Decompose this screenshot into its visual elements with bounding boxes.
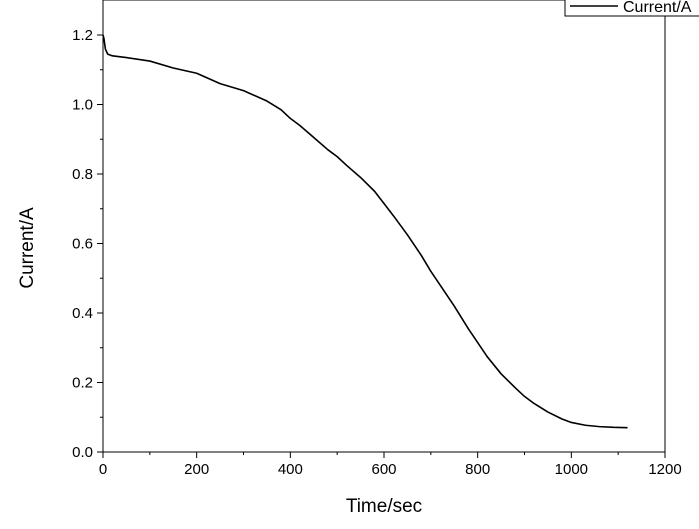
x-tick-label: 800 <box>465 461 490 478</box>
y-tick-label: 0.4 <box>72 305 93 322</box>
x-axis-title: Time/sec <box>346 496 422 517</box>
legend: Current/A <box>564 0 699 17</box>
y-tick-labels: 0.0 0.2 0.4 0.6 0.8 1.0 1.2 <box>72 27 93 461</box>
x-tick-labels: 0 200 400 600 800 1000 1200 <box>99 461 682 478</box>
y-tick-label: 1.0 <box>72 97 93 114</box>
y-axis-title: Current/A <box>17 207 38 289</box>
x-tick-label: 1000 <box>555 461 588 478</box>
y-tick-label: 0.6 <box>72 236 93 253</box>
series-line <box>102 34 628 429</box>
x-tick-label: 0 <box>99 461 107 478</box>
y-tick-label: 0.8 <box>72 166 93 183</box>
series-layer <box>102 34 628 429</box>
x-tick-label: 400 <box>278 461 303 478</box>
x-tick-label: 1200 <box>648 461 681 478</box>
legend-box <box>564 0 699 17</box>
axis-ticks <box>97 34 666 458</box>
x-tick-label: 200 <box>184 461 209 478</box>
plot-frame <box>102 0 666 453</box>
legend-label: Current/A <box>623 0 692 16</box>
y-tick-label: 1.2 <box>72 27 93 44</box>
x-tick-label: 600 <box>371 461 396 478</box>
y-tick-label: 0.2 <box>72 375 93 392</box>
y-tick-label: 0.0 <box>72 444 93 461</box>
